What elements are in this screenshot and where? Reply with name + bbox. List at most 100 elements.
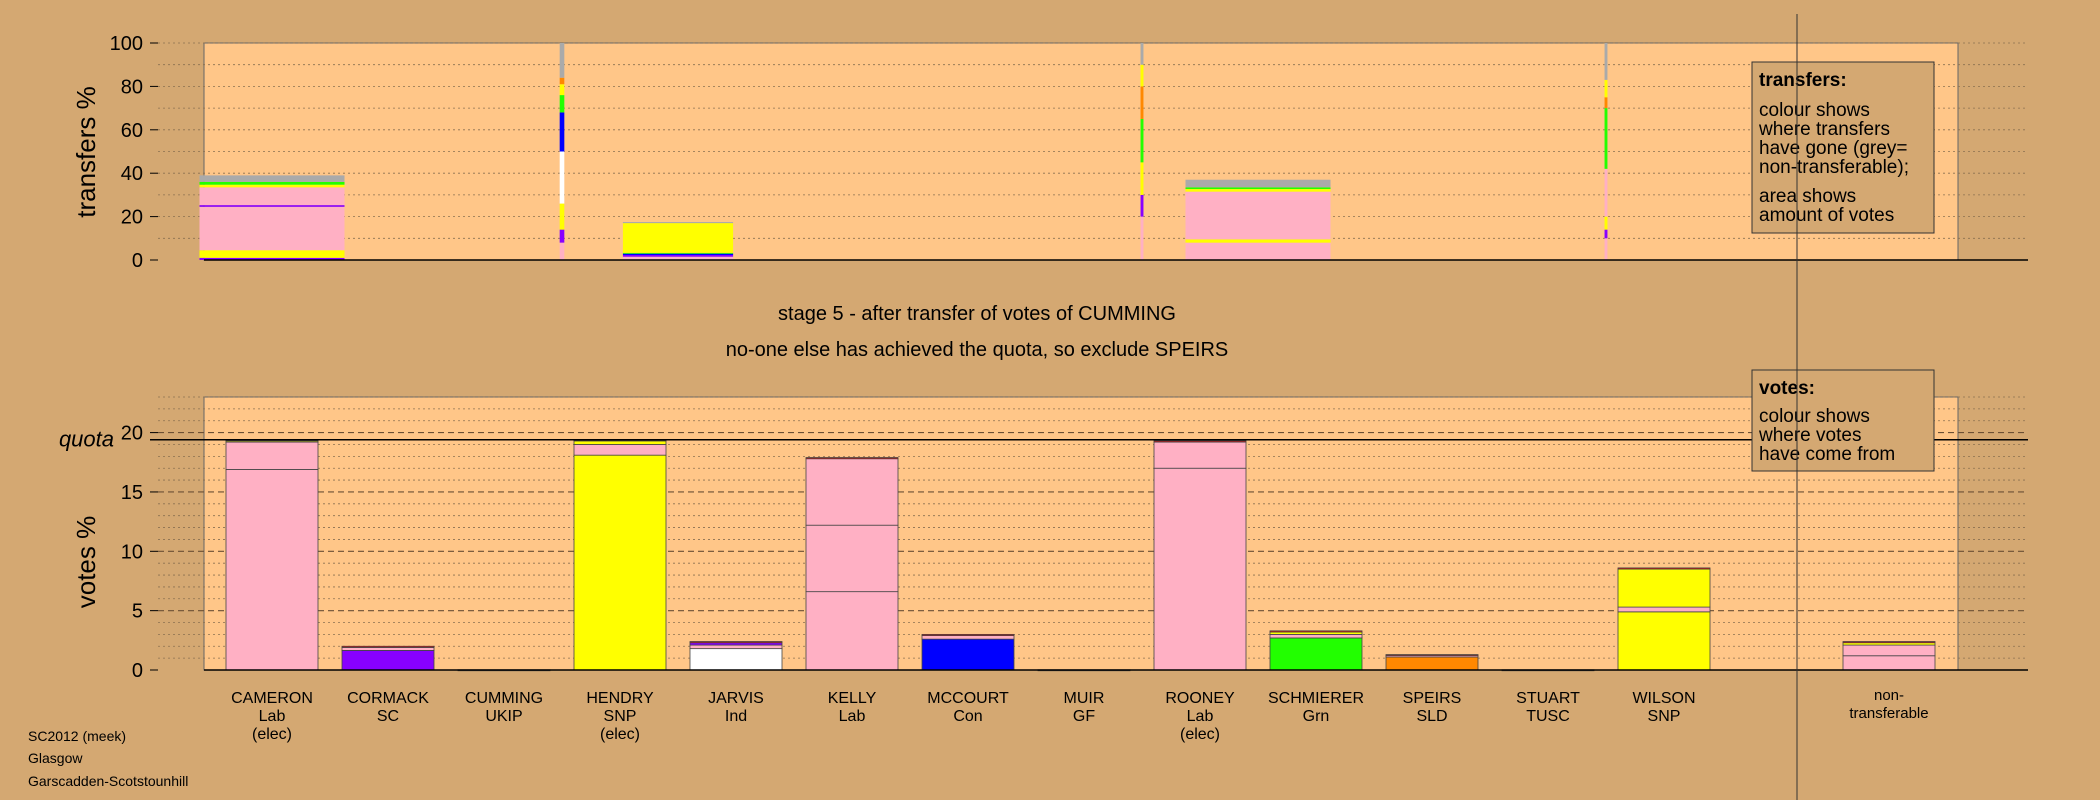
- vote-segment: [1269, 637, 1363, 671]
- transfer-segment: [559, 95, 565, 113]
- transfer-segment: [1185, 187, 1331, 190]
- transfer-segment: [199, 175, 345, 182]
- footer-election: SC2012 (meek): [28, 728, 126, 744]
- transfer-segment: [1140, 162, 1144, 195]
- transfer-segment: [559, 112, 565, 152]
- candidate-name: JARVIS: [708, 690, 764, 707]
- vote-segment: [341, 645, 435, 648]
- transfer-segment: [559, 84, 565, 96]
- transfer-segment: [622, 252, 734, 254]
- candidate-name: CUMMING: [465, 690, 543, 707]
- candidate-party: Con: [953, 708, 982, 725]
- transfers-legend-line: amount of votes: [1759, 205, 1894, 226]
- transfer-segment: [1604, 216, 1608, 230]
- transfer-segment: [1140, 64, 1144, 87]
- nontransferable-label: transferable: [1849, 705, 1928, 722]
- transfer-segment: [199, 187, 345, 206]
- transfer-segment: [199, 257, 345, 260]
- votes-y-axis-label: votes %: [71, 516, 101, 609]
- candidate-elected: (elec): [1180, 726, 1220, 743]
- transfers-panel: 0 20 40 60 80 100 transfers %: [71, 33, 2028, 272]
- candidate-party: GF: [1073, 708, 1095, 725]
- transfer-segment: [559, 203, 565, 230]
- vote-segment: [225, 441, 319, 470]
- votes-bars: [225, 439, 1936, 672]
- candidate-name: HENDRY: [586, 690, 654, 707]
- candidate-party: Lab: [1187, 708, 1214, 725]
- candidate-name: MUIR: [1064, 690, 1105, 707]
- candidate-name: ROONEY: [1165, 690, 1235, 707]
- vote-segment: [921, 635, 1015, 640]
- votes-legend-line: colour shows: [1759, 406, 1870, 427]
- transfer-segment: [559, 151, 565, 204]
- transfers-tick-label: 20: [121, 207, 143, 229]
- transfer-segment: [559, 43, 565, 78]
- votes-legend-box: votes: colour shows where votes have com…: [1751, 369, 1935, 472]
- transfers-plot-area: [203, 42, 1959, 261]
- transfers-grid: [158, 42, 2028, 239]
- vote-segment: [341, 650, 435, 671]
- transfer-segment: [622, 255, 734, 257]
- votes-legend-title: votes:: [1759, 378, 1815, 399]
- candidate-name: SCHMIERER: [1268, 690, 1364, 707]
- transfers-tick-label: 100: [110, 33, 143, 55]
- votes-y-ticks: 0 5 10 15 20: [121, 423, 158, 682]
- transfer-segment: [622, 223, 734, 253]
- vote-segment: [805, 591, 899, 671]
- votes-legend-line: where votes: [1758, 425, 1861, 446]
- vote-segment: [1269, 633, 1363, 639]
- vote-segment: [921, 638, 1015, 671]
- transfers-tick-label: 60: [121, 120, 143, 142]
- candidate-elected: (elec): [600, 726, 640, 743]
- candidate-party: Ind: [725, 708, 747, 725]
- transfers-legend-line: area shows: [1759, 186, 1856, 207]
- transfer-segment: [1185, 179, 1331, 188]
- candidate-party: Lab: [839, 708, 866, 725]
- vote-segment: [805, 458, 899, 526]
- footer-ward: Garscadden-Scotstounhill: [28, 773, 188, 789]
- votes-tick-label: 20: [121, 423, 143, 445]
- transfer-segment: [199, 250, 345, 258]
- votes-tick-label: 5: [132, 601, 143, 623]
- transfer-segment: [1604, 108, 1608, 169]
- candidate-name: KELLY: [828, 690, 877, 707]
- transfer-segment: [199, 205, 345, 207]
- votes-tick-label: 10: [121, 541, 143, 563]
- transfer-segment: [1604, 229, 1608, 239]
- vote-segment: [573, 454, 667, 671]
- vote-segment: [341, 647, 435, 651]
- stage-description: stage 5 - after transfer of votes of CUM…: [778, 303, 1176, 325]
- vote-segment: [689, 648, 783, 671]
- vote-segment: [225, 469, 319, 671]
- candidate-elected: (elec): [252, 726, 292, 743]
- transfer-segment: [622, 256, 734, 260]
- transfers-tick-label: 0: [132, 250, 143, 272]
- vote-segment: [1842, 655, 1936, 671]
- vote-segment: [1269, 630, 1363, 633]
- transfer-segment: [1140, 194, 1144, 217]
- transfers-legend-box: transfers: colour shows where transfers …: [1751, 61, 1935, 234]
- transfer-segment: [559, 242, 565, 260]
- transfer-segment: [1185, 189, 1331, 192]
- vote-segment: [1153, 467, 1247, 671]
- transfer-segment: [1185, 239, 1331, 243]
- vote-segment: [1842, 641, 1936, 644]
- candidate-name: CAMERON: [231, 690, 313, 707]
- transfer-segment: [199, 181, 345, 185]
- vote-segment: [1617, 611, 1711, 671]
- transfers-tick-label: 80: [121, 76, 143, 98]
- transfer-segment: [199, 184, 345, 188]
- transfer-segment: [559, 229, 565, 243]
- candidate-name: WILSON: [1632, 690, 1695, 707]
- transfer-segment: [1140, 43, 1144, 65]
- transfer-segment: [1185, 191, 1331, 240]
- transfers-legend-line: colour shows: [1759, 100, 1870, 121]
- stage-decision: no-one else has achieved the quota, so e…: [726, 339, 1229, 361]
- vote-segment: [1617, 567, 1711, 570]
- votes-tick-label: 0: [132, 660, 143, 682]
- candidate-party: SNP: [604, 708, 637, 725]
- transfer-segment: [1140, 216, 1144, 260]
- transfer-segment: [1604, 97, 1608, 109]
- transfer-segment: [559, 77, 565, 85]
